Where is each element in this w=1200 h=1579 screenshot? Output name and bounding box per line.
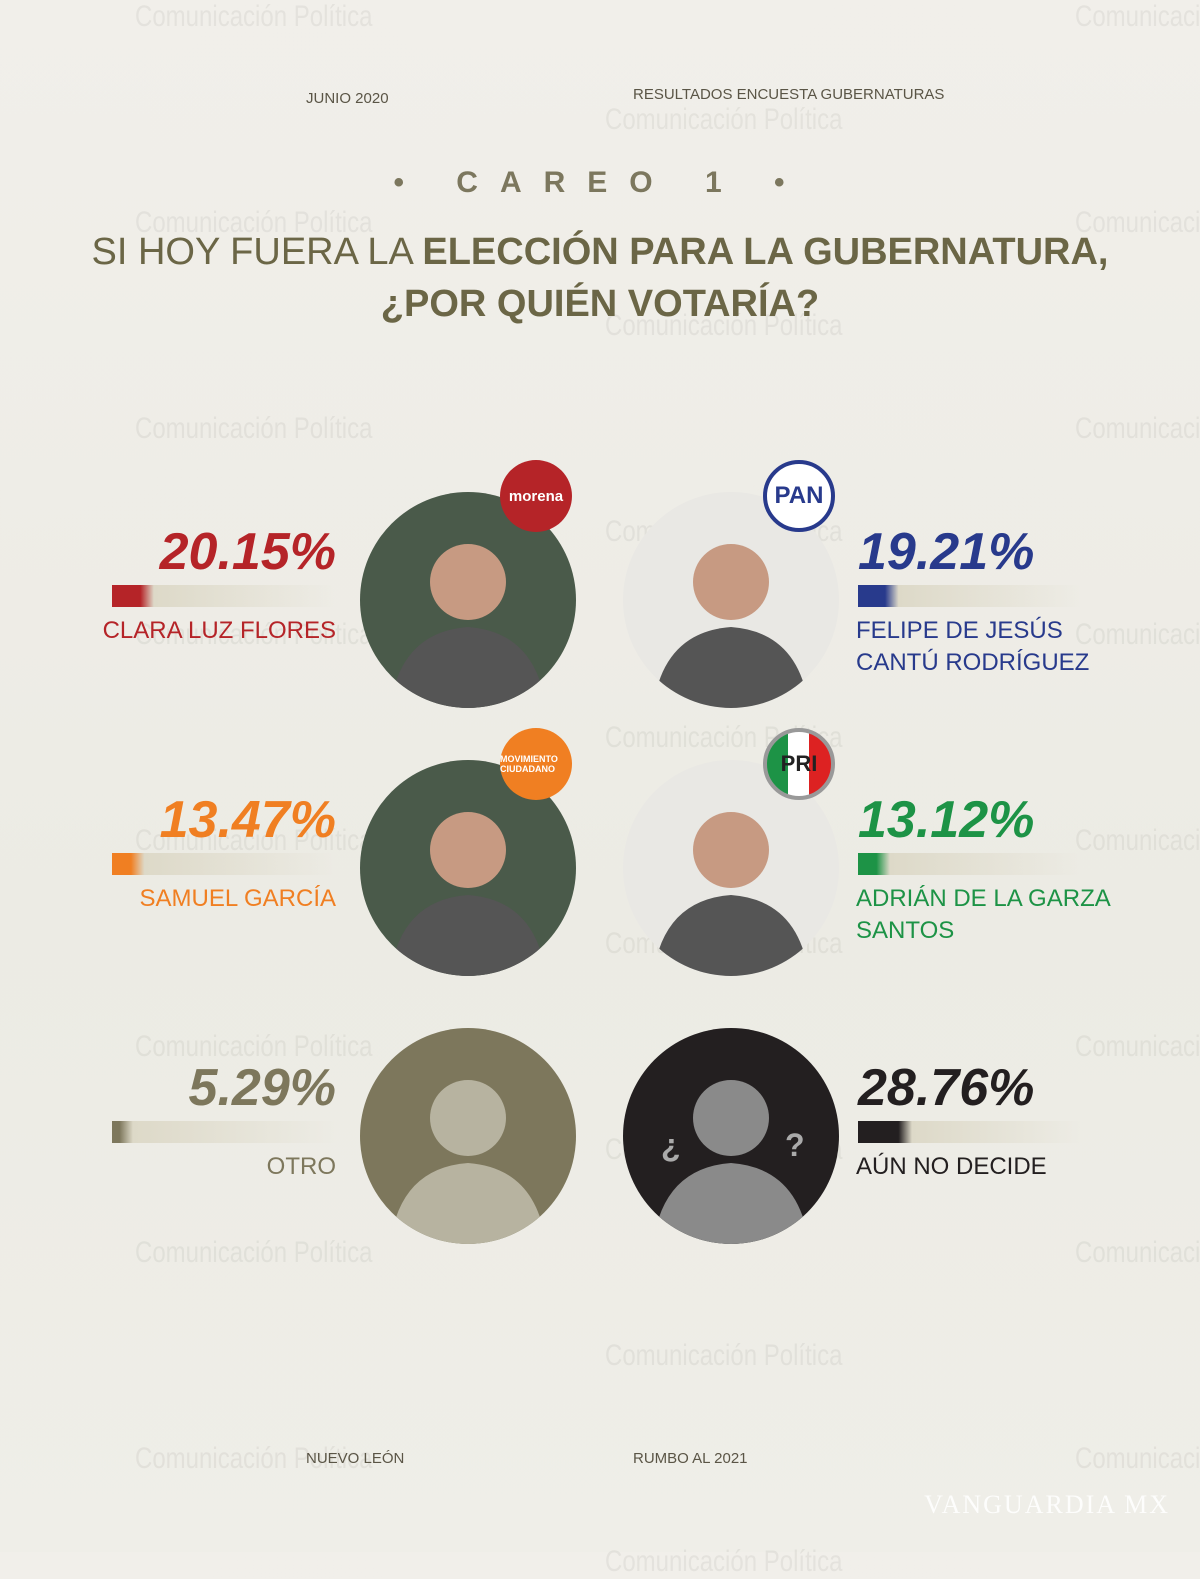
percentage-bar xyxy=(858,585,1083,607)
watermark-text: Comunicación Política xyxy=(605,103,843,136)
percentage-bar xyxy=(112,585,337,607)
party-logo: PRI xyxy=(763,728,835,800)
svg-text:¿: ¿ xyxy=(661,1127,681,1163)
question-line-1: SI HOY FUERA LA ELECCIÓN PARA LA GUBERNA… xyxy=(0,228,1200,276)
percentage-bar xyxy=(112,1121,337,1143)
percentage-label: 13.47% xyxy=(159,791,336,849)
candidate-photo xyxy=(360,492,576,708)
percentage-label: 20.15% xyxy=(159,523,336,581)
candidate-name: OTRO xyxy=(267,1151,336,1183)
candidate-photo xyxy=(360,1028,576,1244)
candidate-name-line: SANTOS xyxy=(856,917,955,944)
percentage-label: 5.29% xyxy=(188,1059,336,1117)
question-line-2: ¿POR QUIÉN VOTARÍA? xyxy=(380,283,820,325)
date-label: JUNIO 2020 xyxy=(306,90,389,107)
percentage-label: 13.12% xyxy=(858,791,1035,849)
watermark-text: Comunicación Política xyxy=(135,824,373,857)
vanguardia-logo: VANGUARDIA MX xyxy=(924,1490,1170,1519)
percentage-bar xyxy=(112,853,337,875)
watermark-text: Comunicación Política xyxy=(135,1236,373,1269)
person-silhouette-icon xyxy=(390,544,546,708)
watermark-text: Comunicación Política xyxy=(605,1545,843,1578)
candidate-name: AÚN NO DECIDE xyxy=(856,1151,1047,1183)
percentage-bar xyxy=(858,1121,1083,1143)
person-silhouette-icon xyxy=(390,812,546,976)
candidate-name: CLARA LUZ FLORES xyxy=(103,615,336,647)
candidate-name: ADRIÁN DE LA GARZA SANTOS xyxy=(856,883,1111,947)
watermark-text: Comunicación Política xyxy=(1075,824,1200,857)
person-silhouette-icon xyxy=(653,544,809,708)
watermark-text: Comunicación Política xyxy=(135,1442,373,1475)
watermark-text: Comunicación Política xyxy=(1075,1236,1200,1269)
candidate-name-line: CANTÚ RODRÍGUEZ xyxy=(856,649,1090,676)
watermark-text: Comunicación Política xyxy=(1075,412,1200,445)
watermark-text: Comunicación Política xyxy=(1075,1030,1200,1063)
watermark-text: Comunicación Política xyxy=(605,309,843,342)
percentage-label: 28.76% xyxy=(858,1059,1035,1117)
careo-label: • CAREO 1 • xyxy=(393,166,807,199)
candidate-name-line: FELIPE DE JESÚS xyxy=(856,617,1063,644)
watermark-text: Comunicación Política xyxy=(1075,0,1200,33)
candidate-name: SAMUEL GARCÍA xyxy=(140,883,337,915)
watermark-text: Comunicación Política xyxy=(135,0,373,33)
person-silhouette-icon xyxy=(390,1080,546,1244)
candidate-photo: ¿? xyxy=(623,1028,839,1244)
person-silhouette-icon xyxy=(653,812,809,976)
candidate-name-line: OTRO xyxy=(266,1153,336,1180)
watermark-text: Comunicación Política xyxy=(135,1030,373,1063)
percentage-bar xyxy=(858,853,1083,875)
candidate-name-line: AÚN NO DECIDE xyxy=(856,1153,1047,1180)
party-logo: MOVIMIENTO CIUDADANO xyxy=(500,728,572,800)
candidate-name: FELIPE DE JESÚS CANTÚ RODRÍGUEZ xyxy=(856,615,1089,679)
party-logo: morena xyxy=(500,460,572,532)
person-silhouette-icon: ¿? xyxy=(653,1080,809,1244)
candidate-name-line: CLARA LUZ FLORES xyxy=(102,617,336,644)
watermark-text: Comunicación Política xyxy=(135,412,373,445)
candidate-name-line: ADRIÁN DE LA GARZA xyxy=(856,885,1111,912)
tagline-label: RUMBO AL 2021 xyxy=(633,1450,748,1467)
percentage-label: 19.21% xyxy=(858,523,1035,581)
question-bold: ELECCIÓN PARA LA GUBERNATURA, xyxy=(422,231,1109,273)
watermark-text: Comunicación Política xyxy=(1075,1442,1200,1475)
watermark-text: Comunicación Política xyxy=(135,206,373,239)
question-plain: SI HOY FUERA LA xyxy=(91,231,423,273)
watermark-text: Comunicación Política xyxy=(605,1339,843,1372)
watermark-text: Comunicación Política xyxy=(1075,206,1200,239)
party-logo: PAN xyxy=(763,460,835,532)
state-label: NUEVO LEÓN xyxy=(306,1450,405,1467)
watermark-text: Comunicación Política xyxy=(135,618,373,651)
svg-text:?: ? xyxy=(785,1127,805,1163)
candidate-name-line: SAMUEL GARCÍA xyxy=(139,885,337,912)
survey-subtitle: RESULTADOS ENCUESTA GUBERNATURAS xyxy=(633,86,945,103)
watermark-text: Comunicación Política xyxy=(1075,618,1200,651)
